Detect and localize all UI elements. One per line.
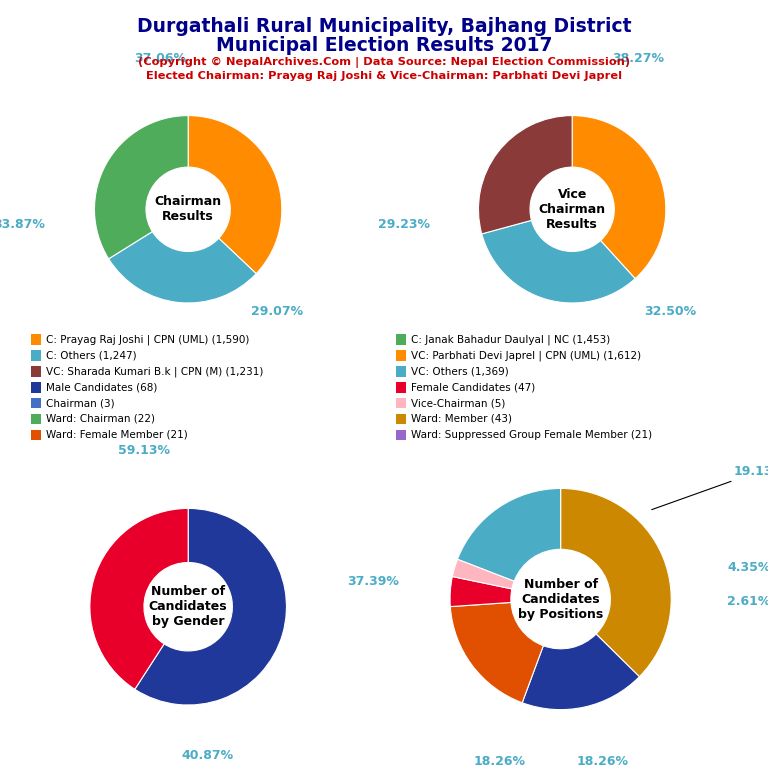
Text: VC: Sharada Kumari B.k | CPN (M) (1,231): VC: Sharada Kumari B.k | CPN (M) (1,231) bbox=[46, 366, 263, 376]
Text: 40.87%: 40.87% bbox=[182, 749, 234, 762]
FancyBboxPatch shape bbox=[396, 382, 406, 392]
FancyBboxPatch shape bbox=[396, 350, 406, 361]
Text: Elected Chairman: Prayag Raj Joshi & Vice-Chairman: Parbhati Devi Japrel: Elected Chairman: Prayag Raj Joshi & Vic… bbox=[146, 71, 622, 81]
Wedge shape bbox=[572, 116, 666, 279]
FancyBboxPatch shape bbox=[31, 398, 41, 409]
Wedge shape bbox=[450, 602, 543, 703]
Text: 2.61%: 2.61% bbox=[727, 594, 768, 607]
Text: 38.27%: 38.27% bbox=[612, 51, 664, 65]
FancyBboxPatch shape bbox=[31, 429, 41, 440]
Text: Number of
Candidates
by Gender: Number of Candidates by Gender bbox=[149, 585, 227, 628]
Text: Ward: Member (43): Ward: Member (43) bbox=[411, 414, 512, 424]
FancyBboxPatch shape bbox=[396, 429, 406, 440]
Wedge shape bbox=[452, 559, 515, 589]
Text: 4.35%: 4.35% bbox=[727, 561, 768, 574]
FancyBboxPatch shape bbox=[396, 366, 406, 376]
Text: 37.39%: 37.39% bbox=[346, 575, 399, 588]
Text: 37.06%: 37.06% bbox=[134, 51, 186, 65]
Text: 59.13%: 59.13% bbox=[118, 445, 170, 458]
Text: C: Others (1,247): C: Others (1,247) bbox=[46, 350, 137, 360]
Text: Female Candidates (47): Female Candidates (47) bbox=[411, 382, 535, 392]
Wedge shape bbox=[482, 220, 635, 303]
FancyBboxPatch shape bbox=[31, 334, 41, 345]
Text: 18.26%: 18.26% bbox=[474, 755, 526, 768]
Text: Ward: Suppressed Group Female Member (21): Ward: Suppressed Group Female Member (21… bbox=[411, 430, 652, 440]
Text: 29.23%: 29.23% bbox=[378, 218, 429, 231]
Text: VC: Others (1,369): VC: Others (1,369) bbox=[411, 366, 508, 376]
Text: Durgathali Rural Municipality, Bajhang District: Durgathali Rural Municipality, Bajhang D… bbox=[137, 17, 631, 36]
Text: 19.13%: 19.13% bbox=[652, 465, 768, 510]
Wedge shape bbox=[561, 488, 671, 677]
Text: VC: Parbhati Devi Japrel | CPN (UML) (1,612): VC: Parbhati Devi Japrel | CPN (UML) (1,… bbox=[411, 350, 641, 361]
Text: C: Prayag Raj Joshi | CPN (UML) (1,590): C: Prayag Raj Joshi | CPN (UML) (1,590) bbox=[46, 334, 250, 345]
Wedge shape bbox=[522, 634, 640, 710]
FancyBboxPatch shape bbox=[31, 350, 41, 361]
Text: (Copyright © NepalArchives.Com | Data Source: Nepal Election Commission): (Copyright © NepalArchives.Com | Data So… bbox=[138, 57, 630, 68]
Text: Number of
Candidates
by Positions: Number of Candidates by Positions bbox=[518, 578, 604, 621]
Text: 33.87%: 33.87% bbox=[0, 218, 45, 231]
Text: C: Janak Bahadur Daulyal | NC (1,453): C: Janak Bahadur Daulyal | NC (1,453) bbox=[411, 334, 610, 345]
Text: Vice-Chairman (5): Vice-Chairman (5) bbox=[411, 398, 505, 408]
Wedge shape bbox=[135, 508, 286, 705]
Text: Ward: Female Member (21): Ward: Female Member (21) bbox=[46, 430, 188, 440]
Text: Chairman (3): Chairman (3) bbox=[46, 398, 114, 408]
Text: 32.50%: 32.50% bbox=[644, 305, 697, 318]
Wedge shape bbox=[94, 116, 188, 259]
Text: Municipal Election Results 2017: Municipal Election Results 2017 bbox=[216, 36, 552, 55]
Text: 29.07%: 29.07% bbox=[251, 305, 303, 318]
Wedge shape bbox=[108, 232, 257, 303]
Text: 18.26%: 18.26% bbox=[576, 755, 628, 768]
Wedge shape bbox=[450, 577, 512, 607]
Text: Chairman
Results: Chairman Results bbox=[154, 195, 222, 223]
Text: Ward: Chairman (22): Ward: Chairman (22) bbox=[46, 414, 155, 424]
Wedge shape bbox=[90, 508, 188, 690]
FancyBboxPatch shape bbox=[31, 366, 41, 376]
FancyBboxPatch shape bbox=[396, 414, 406, 425]
FancyBboxPatch shape bbox=[31, 414, 41, 425]
Text: Male Candidates (68): Male Candidates (68) bbox=[46, 382, 157, 392]
Wedge shape bbox=[458, 488, 561, 581]
FancyBboxPatch shape bbox=[396, 334, 406, 345]
FancyBboxPatch shape bbox=[396, 398, 406, 409]
Wedge shape bbox=[478, 116, 572, 234]
Text: Vice
Chairman
Results: Vice Chairman Results bbox=[538, 188, 606, 230]
FancyBboxPatch shape bbox=[31, 382, 41, 392]
Wedge shape bbox=[188, 116, 282, 273]
